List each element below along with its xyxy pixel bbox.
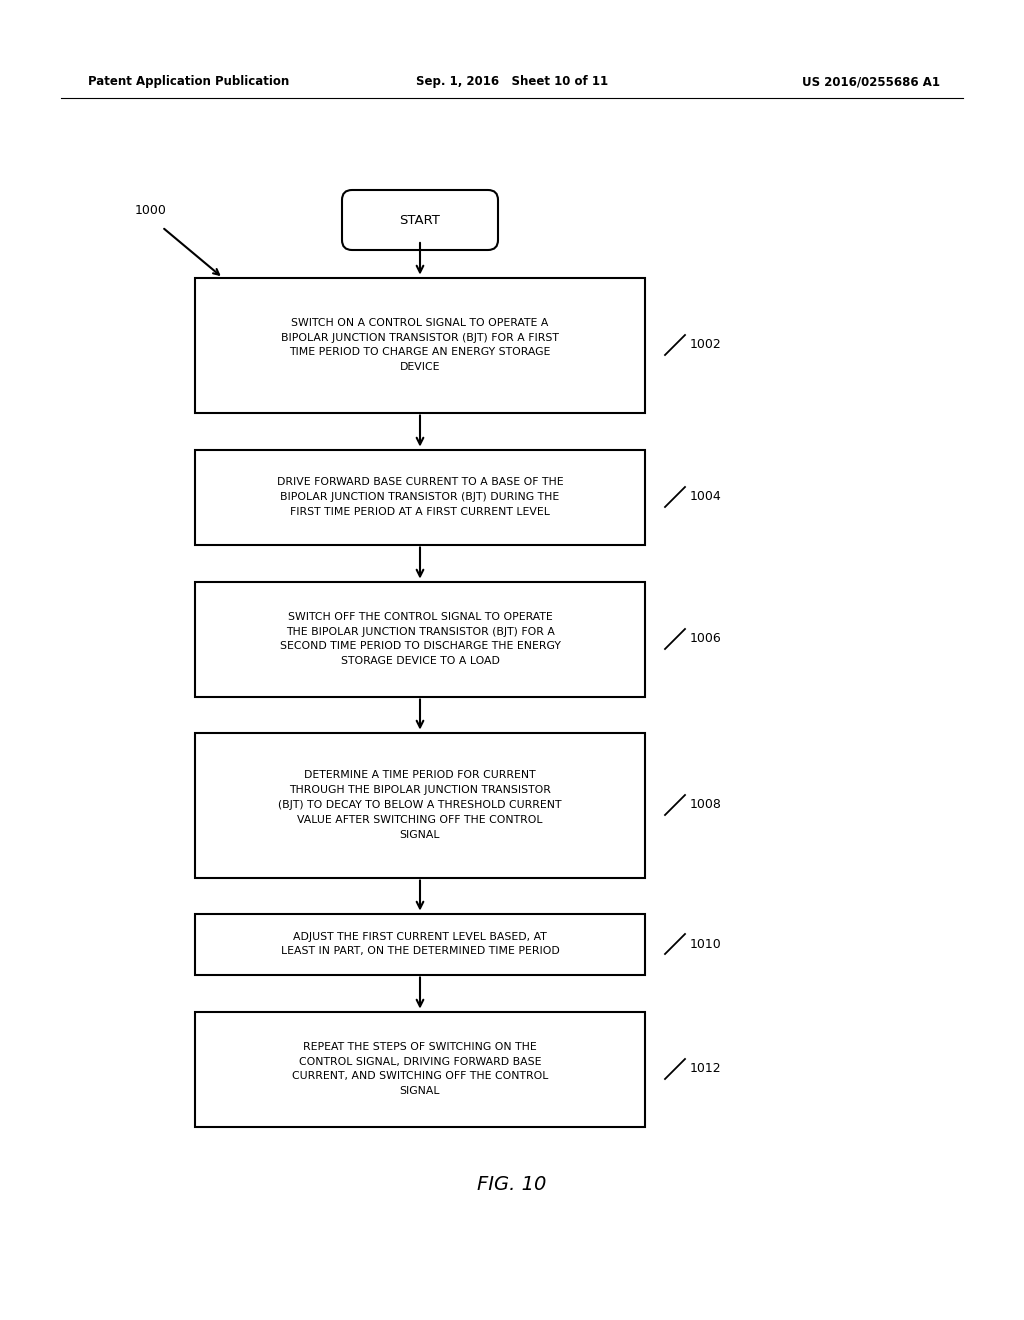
Bar	[195, 1011, 645, 1126]
Text: REPEAT THE STEPS OF SWITCHING ON THE
CONTROL SIGNAL, DRIVING FORWARD BASE
CURREN: REPEAT THE STEPS OF SWITCHING ON THE CON…	[292, 1041, 548, 1096]
Text: 1006: 1006	[690, 632, 722, 645]
Text: 1012: 1012	[690, 1063, 722, 1076]
Bar	[195, 277, 645, 412]
Text: 1010: 1010	[690, 937, 722, 950]
Text: SWITCH ON A CONTROL SIGNAL TO OPERATE A
BIPOLAR JUNCTION TRANSISTOR (BJT) FOR A : SWITCH ON A CONTROL SIGNAL TO OPERATE A …	[281, 318, 559, 372]
Text: DETERMINE A TIME PERIOD FOR CURRENT
THROUGH THE BIPOLAR JUNCTION TRANSISTOR
(BJT: DETERMINE A TIME PERIOD FOR CURRENT THRO…	[279, 771, 562, 840]
Text: START: START	[399, 214, 440, 227]
Text: Sep. 1, 2016   Sheet 10 of 11: Sep. 1, 2016 Sheet 10 of 11	[416, 75, 608, 88]
Text: FIG. 10: FIG. 10	[477, 1176, 547, 1195]
Bar	[195, 913, 645, 974]
Text: ADJUST THE FIRST CURRENT LEVEL BASED, AT
LEAST IN PART, ON THE DETERMINED TIME P: ADJUST THE FIRST CURRENT LEVEL BASED, AT…	[281, 932, 559, 957]
Text: 1002: 1002	[690, 338, 722, 351]
FancyBboxPatch shape	[342, 190, 498, 249]
Bar	[195, 582, 645, 697]
Bar	[195, 450, 645, 544]
Text: US 2016/0255686 A1: US 2016/0255686 A1	[802, 75, 940, 88]
Text: 1004: 1004	[690, 491, 722, 503]
Text: Patent Application Publication: Patent Application Publication	[88, 75, 289, 88]
Text: DRIVE FORWARD BASE CURRENT TO A BASE OF THE
BIPOLAR JUNCTION TRANSISTOR (BJT) DU: DRIVE FORWARD BASE CURRENT TO A BASE OF …	[276, 478, 563, 517]
Text: 1000: 1000	[135, 203, 167, 216]
Text: SWITCH OFF THE CONTROL SIGNAL TO OPERATE
THE BIPOLAR JUNCTION TRANSISTOR (BJT) F: SWITCH OFF THE CONTROL SIGNAL TO OPERATE…	[280, 611, 560, 667]
Text: 1008: 1008	[690, 799, 722, 812]
Bar	[195, 733, 645, 878]
